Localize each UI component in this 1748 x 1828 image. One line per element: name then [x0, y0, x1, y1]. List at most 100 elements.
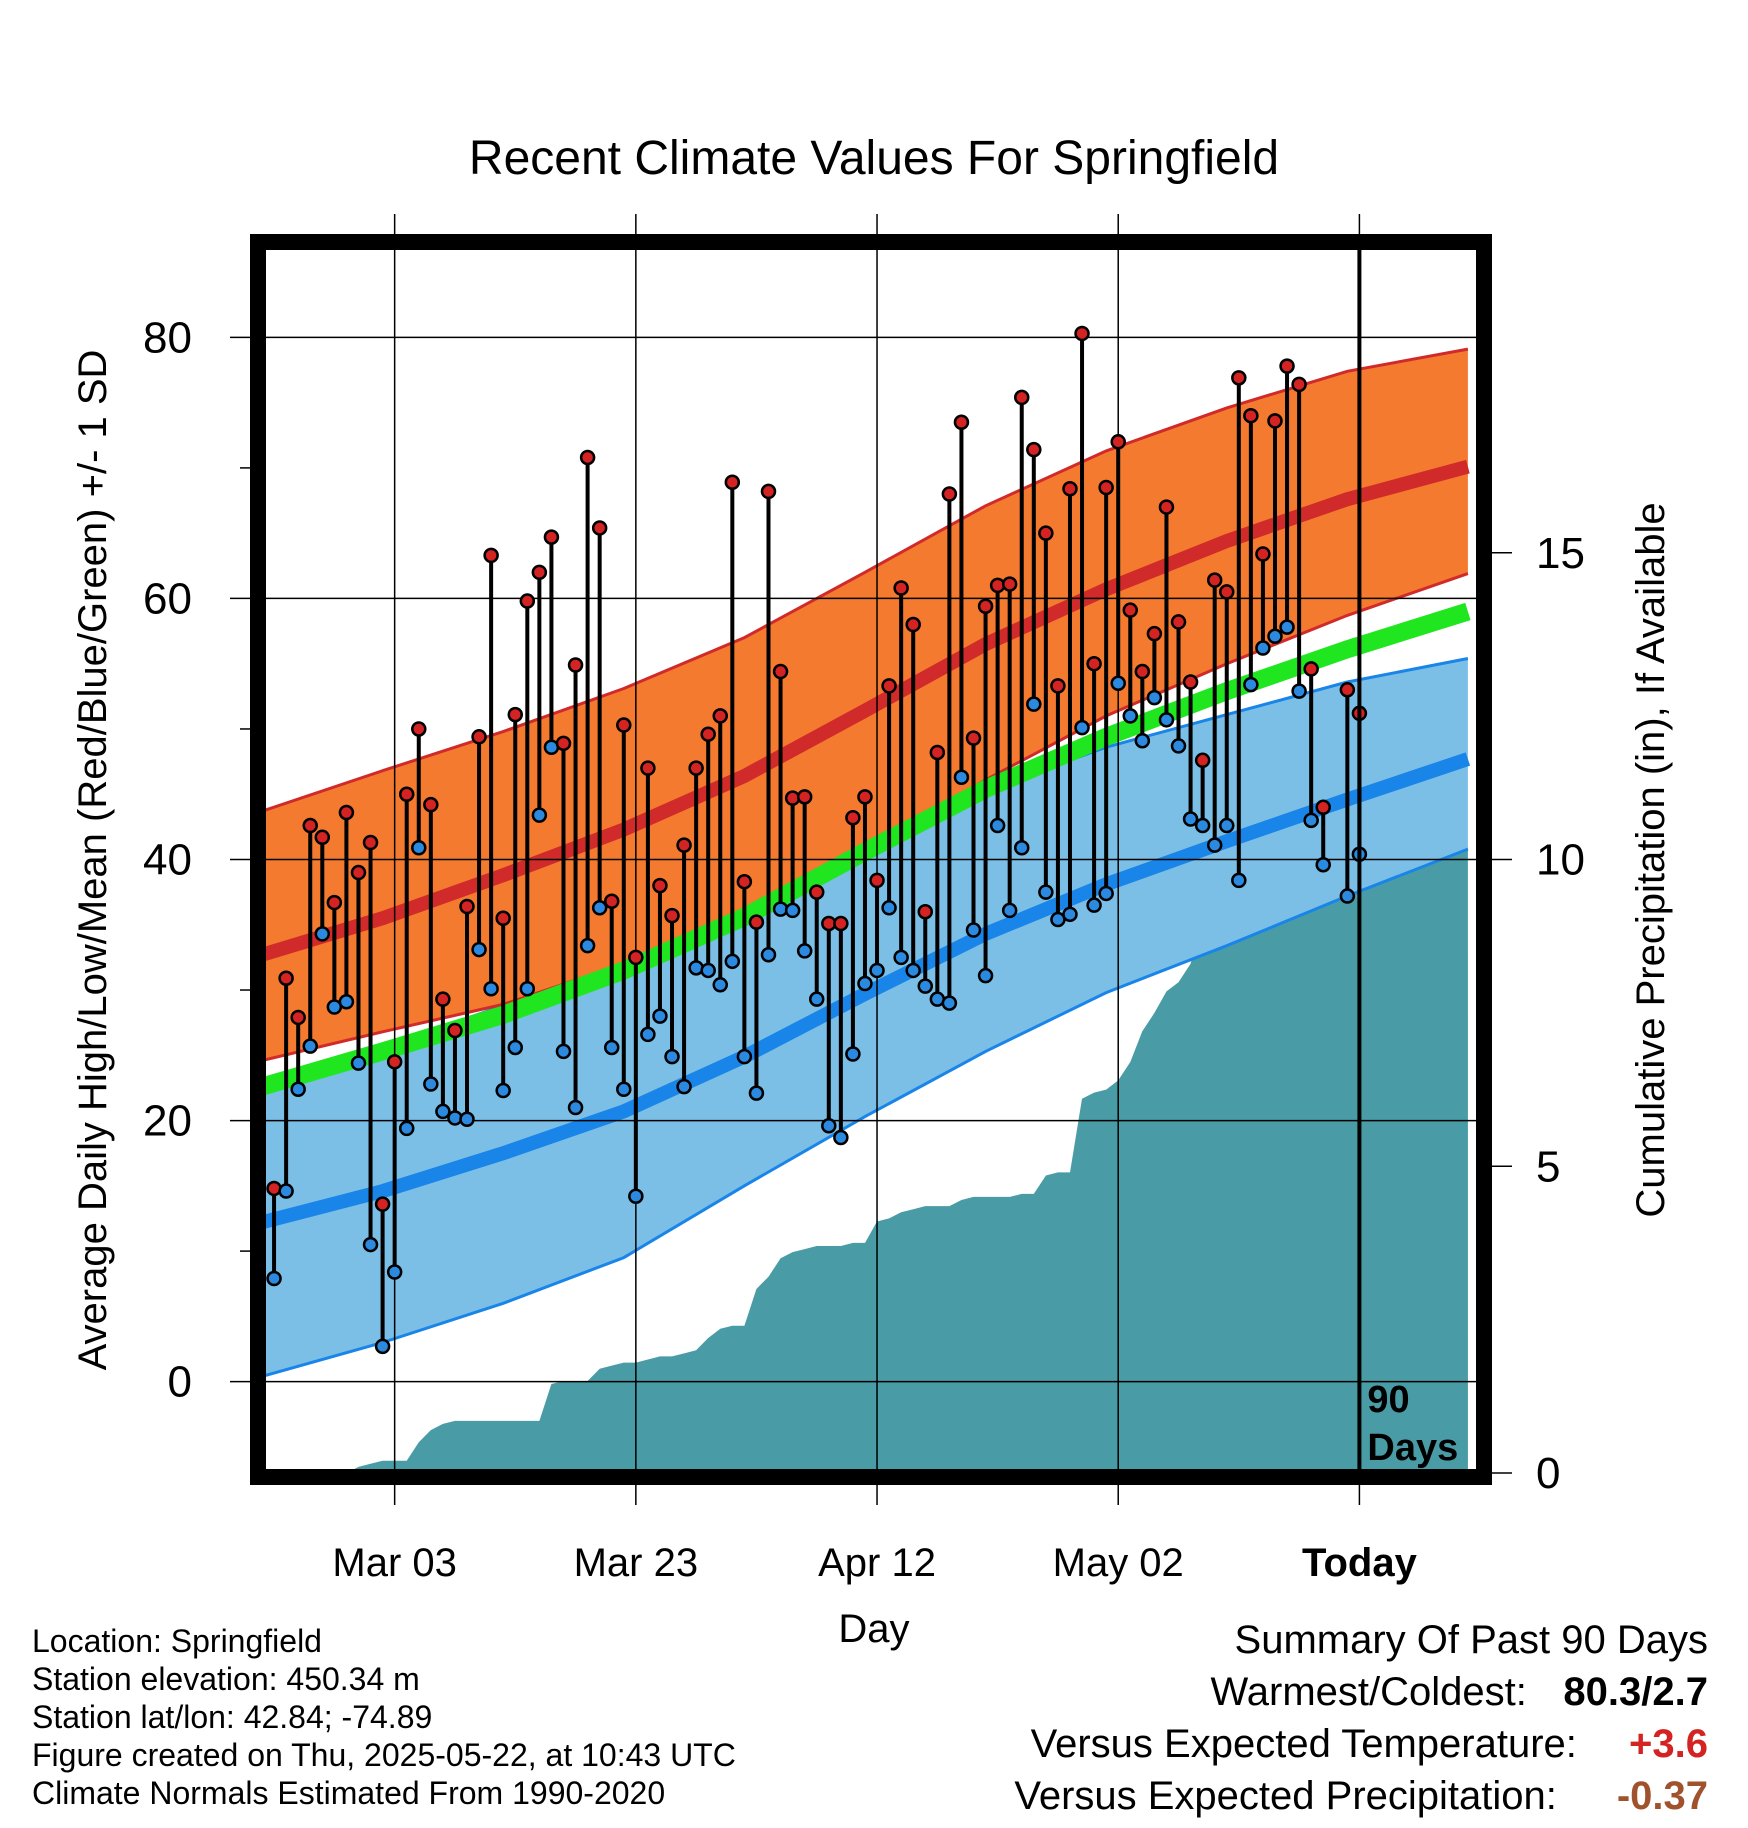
- daily-low-point: [1194, 817, 1211, 834]
- daily-high-point: [748, 914, 765, 930]
- daily-high-point: [314, 829, 331, 846]
- daily-low-point: [1158, 712, 1175, 728]
- daily-high-point: [869, 872, 885, 889]
- daily-high-point: [1267, 413, 1283, 429]
- normals-text: Climate Normals Estimated From 1990-2020: [32, 1775, 666, 1811]
- daily-high-point: [603, 893, 620, 910]
- daily-low-point: [1086, 897, 1102, 913]
- daily-low-point: [989, 817, 1006, 834]
- daily-high-point: [374, 1196, 391, 1212]
- daily-low-point: [591, 900, 608, 916]
- daily-high-point: [1062, 481, 1078, 497]
- daily-high-point: [1098, 479, 1114, 496]
- daily-low-point: [1255, 640, 1271, 656]
- daily-high-point: [893, 580, 909, 596]
- plot-frame: [250, 234, 1492, 1485]
- daily-high-point: [1110, 434, 1126, 450]
- daily-high-point: [435, 991, 451, 1007]
- daily-low-point: [374, 1338, 391, 1355]
- daily-low-point: [290, 1081, 306, 1097]
- daily-low-point: [1267, 628, 1283, 645]
- daily-low-point: [893, 949, 909, 966]
- daily-low-point: [784, 902, 801, 919]
- daily-low-point: [1279, 619, 1295, 635]
- daily-high-point: [1122, 602, 1139, 618]
- temp-value: +3.6: [1629, 1722, 1708, 1766]
- low-sd-band-lower-edge: [262, 847, 1469, 1378]
- daily-high-point: [567, 657, 584, 673]
- y-right-tick-label: 10: [1536, 836, 1585, 885]
- daily-low-point: [688, 960, 704, 976]
- daily-high-point: [929, 744, 946, 761]
- latlon-text: Station lat/lon: 42.84; -74.89: [32, 1699, 433, 1735]
- precipitation-area: [262, 847, 1468, 1473]
- daily-low-point: [1206, 837, 1223, 853]
- daily-low-point: [495, 1082, 511, 1099]
- daily-high-point: [857, 789, 873, 805]
- daily-low-point: [278, 1183, 294, 1199]
- x-tick-label: Apr 12: [818, 1541, 936, 1585]
- daily-low-point: [736, 1048, 753, 1065]
- daily-low-point: [350, 1055, 367, 1071]
- daily-low-point: [905, 962, 921, 979]
- low-sd-band: [262, 658, 1468, 1377]
- x-tick-label: Mar 03: [332, 1541, 457, 1585]
- daily-low-point: [266, 1270, 282, 1287]
- y-left-axis-title: Average Daily High/Low/Mean (Red/Blue/Gr…: [71, 350, 115, 1371]
- daily-low-point: [977, 967, 994, 984]
- daily-high-point: [519, 593, 536, 609]
- daily-high-point: [302, 817, 318, 834]
- y-left-tick-label: 60: [143, 574, 192, 623]
- daily-low-point: [965, 922, 982, 938]
- location-text: Location: Springfield: [32, 1623, 322, 1659]
- daily-low-point: [1243, 676, 1259, 693]
- daily-high-point: [977, 598, 994, 615]
- daily-low-point: [881, 900, 897, 916]
- daily-low-point: [664, 1048, 680, 1065]
- daily-high-point: [664, 907, 680, 924]
- daily-low-point: [760, 947, 777, 963]
- daily-low-point: [555, 1043, 572, 1060]
- daily-low-point: [386, 1264, 403, 1280]
- daily-high-point: [1146, 625, 1163, 642]
- daily-high-point: [447, 1022, 463, 1039]
- temp-label: Versus Expected Temperature:: [1030, 1722, 1577, 1766]
- daily-high-point: [1074, 325, 1090, 342]
- daily-low-point: [941, 995, 958, 1011]
- warm-cold-value: 80.3/2.7: [1563, 1670, 1708, 1714]
- x-tick-label: Mar 23: [574, 1541, 699, 1585]
- daily-high-point: [1243, 407, 1259, 424]
- y-left-tick-label: 0: [168, 1358, 192, 1407]
- daily-high-point: [338, 804, 355, 821]
- daily-low-point: [1315, 856, 1331, 873]
- warm-cold-label: Warmest/Coldest:: [1210, 1670, 1527, 1714]
- daily-low-point: [1170, 738, 1187, 754]
- daily-high-point: [796, 789, 813, 805]
- created-text: Figure created on Thu, 2025-05-22, at 10…: [32, 1737, 736, 1773]
- daily-low-point: [1062, 906, 1078, 923]
- daily-low-point: [1182, 811, 1199, 827]
- y-right-tick-label: 5: [1536, 1142, 1560, 1191]
- daily-high-point: [1026, 441, 1042, 458]
- high-sd-band-upper-edge: [262, 347, 1469, 813]
- daily-low-point: [616, 1081, 632, 1097]
- daily-high-point: [917, 903, 934, 920]
- daily-high-point: [808, 884, 825, 900]
- precip-value: -0.37: [1616, 1774, 1708, 1818]
- daily-low-point: [302, 1038, 318, 1054]
- summary-warm-cold: Warmest/Coldest: 80.3/2.7: [1211, 1670, 1709, 1715]
- daily-low-point: [362, 1236, 379, 1253]
- daily-low-point: [1134, 732, 1151, 749]
- y-left-tick-label: 40: [143, 836, 192, 885]
- daily-low-point: [833, 1129, 849, 1146]
- daily-high-point: [965, 730, 982, 746]
- x-tick-label: Today: [1302, 1541, 1418, 1585]
- daily-high-point: [555, 735, 572, 752]
- chart-title: Recent Climate Values For Springfield: [469, 132, 1279, 185]
- daily-low-point: [700, 962, 716, 979]
- daily-high-point: [700, 726, 716, 742]
- daily-low-point: [1026, 696, 1042, 712]
- daily-high-point: [398, 786, 415, 802]
- daily-high-point: [1170, 614, 1187, 630]
- daily-low-point: [917, 978, 934, 994]
